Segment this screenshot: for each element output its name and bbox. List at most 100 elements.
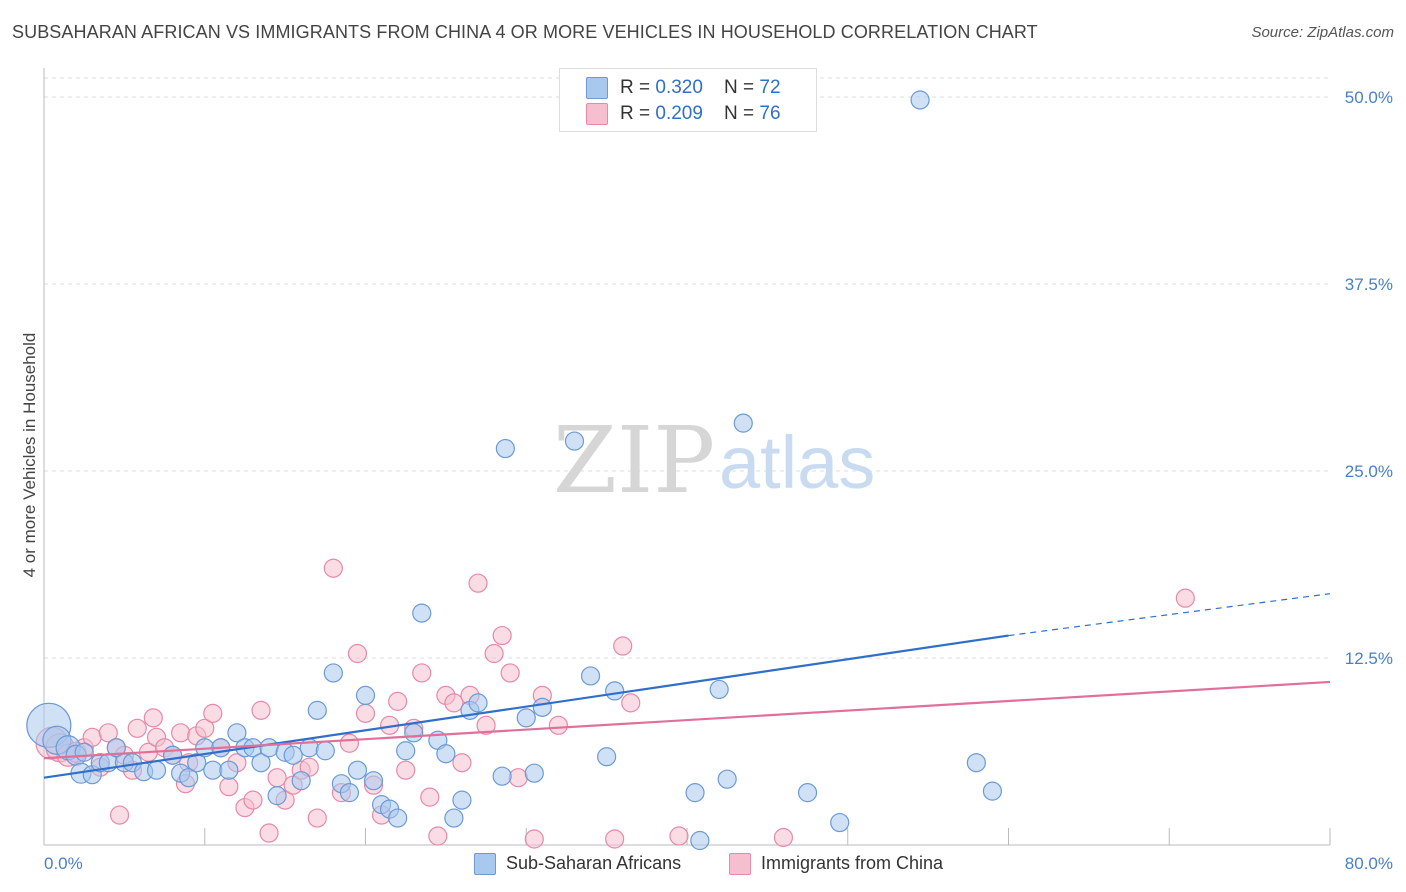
africans-point	[709, 679, 729, 700]
africans-point	[444, 808, 464, 828]
china-point	[219, 777, 239, 797]
africans-point	[74, 742, 94, 762]
africans-point	[733, 413, 753, 433]
china-point	[621, 693, 641, 713]
africans-point	[347, 760, 368, 780]
china-point	[203, 703, 223, 723]
china-point	[109, 805, 130, 825]
china-point	[412, 663, 432, 683]
legend-r-label: R =	[620, 77, 656, 98]
africans-point	[436, 744, 456, 764]
china-point	[548, 715, 569, 735]
x-tick-label-min: 0.0%	[44, 854, 83, 873]
africans-point	[532, 697, 552, 717]
africans-point	[597, 747, 617, 767]
china-point	[347, 643, 368, 664]
africans-point	[830, 812, 850, 833]
china-point	[396, 760, 416, 780]
china-point	[605, 829, 625, 849]
legend-n-value: 76	[759, 103, 781, 124]
africans-point	[363, 771, 384, 791]
africans-point	[495, 438, 515, 459]
china-trend-line	[43, 680, 1331, 760]
africans-point	[516, 708, 536, 728]
africans-point	[404, 723, 424, 743]
china-point	[428, 826, 448, 846]
x-tick-label-max: 80.0%	[1345, 854, 1393, 873]
legend-n-value: 72	[759, 77, 781, 98]
legend-r-label: R =	[620, 103, 656, 124]
africans-point	[564, 431, 585, 451]
legend-n-label: N =	[724, 103, 760, 124]
africans-point	[323, 663, 343, 683]
africans-point	[524, 763, 544, 783]
china-point	[251, 700, 271, 720]
china-points	[35, 558, 1195, 849]
legend-r-value: 0.320	[655, 77, 703, 98]
china-point	[388, 691, 408, 711]
bottom-legend-swatch-blue	[474, 853, 496, 875]
africans-point	[690, 830, 710, 851]
grid-lines	[44, 77, 1330, 659]
africans-point	[227, 723, 247, 743]
africans-point	[307, 700, 327, 720]
y-tick-label: 37.5%	[1345, 275, 1393, 294]
china-point	[468, 573, 488, 593]
africans-point	[605, 681, 625, 701]
watermark: ZIP atlas	[553, 407, 875, 514]
stats-legend: R = 0.320 N = 72 R = 0.209 N = 76	[559, 68, 817, 132]
africans-point	[685, 783, 705, 803]
bottom-legend-label-china: Immigrants from China	[761, 853, 944, 873]
china-point	[267, 768, 287, 788]
africans-point	[797, 783, 818, 803]
africans-point	[203, 760, 223, 780]
africans-point	[251, 753, 271, 773]
china-point	[1175, 588, 1195, 608]
africans-point	[412, 603, 432, 623]
africans-point	[396, 741, 416, 761]
china-point	[492, 625, 512, 646]
china-point	[773, 827, 794, 848]
africans-point	[339, 783, 360, 803]
africans-point	[106, 738, 126, 758]
africans-point	[267, 786, 287, 806]
africans-point	[146, 760, 167, 780]
china-point	[259, 823, 279, 843]
watermark-atlas: atlas	[719, 421, 875, 504]
china-point	[613, 636, 633, 656]
china-point	[355, 703, 376, 723]
china-point	[127, 718, 147, 738]
africans-point	[982, 781, 1003, 801]
china-point	[243, 790, 263, 810]
china-point	[98, 723, 118, 743]
china-point	[669, 826, 689, 846]
y-axis-label: 4 or more Vehicles in Household	[20, 333, 39, 578]
china-point	[339, 733, 360, 753]
africans-point	[717, 769, 737, 789]
china-point	[500, 663, 520, 683]
bottom-legend-label-africans: Sub-Saharan Africans	[506, 853, 682, 873]
africans-trend-extension	[1008, 593, 1331, 637]
china-point	[143, 708, 163, 728]
africans-point	[291, 771, 311, 791]
trend-lines	[43, 593, 1331, 779]
china-point	[195, 718, 215, 738]
africans-point	[966, 753, 986, 773]
africans-point	[315, 741, 335, 761]
africans-point	[580, 666, 601, 686]
africans-point	[452, 790, 472, 810]
legend-swatch-blue	[586, 77, 608, 99]
china-point	[508, 768, 528, 788]
china-point	[476, 715, 496, 735]
y-tick-label: 12.5%	[1345, 649, 1393, 668]
africans-trend-line	[43, 634, 1009, 779]
watermark-zip: ZIP	[553, 407, 715, 514]
y-tick-label: 25.0%	[1345, 462, 1393, 481]
africans-point	[179, 768, 199, 788]
china-point	[323, 558, 343, 578]
africans-point	[187, 753, 207, 773]
china-point	[444, 693, 464, 713]
y-tick-labels: 12.5% 25.0% 37.5% 50.0%	[1345, 88, 1393, 668]
legend-n-label: N =	[724, 77, 760, 98]
